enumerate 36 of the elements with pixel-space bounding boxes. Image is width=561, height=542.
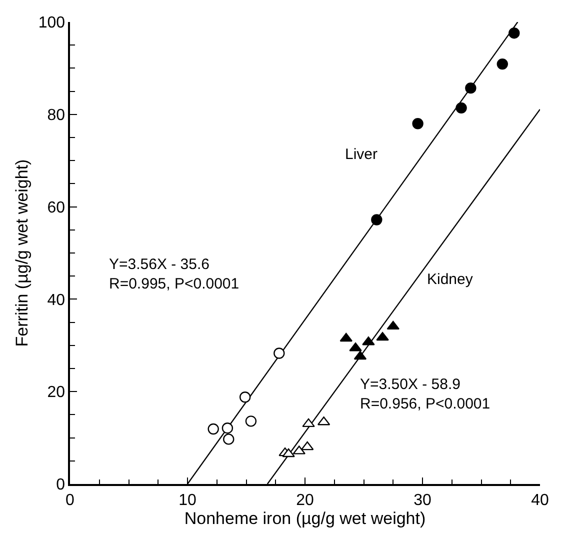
point xyxy=(354,350,367,360)
point xyxy=(245,416,257,427)
point xyxy=(223,434,234,445)
point xyxy=(376,332,389,341)
x-tick-label: 40 xyxy=(531,492,549,509)
point xyxy=(465,82,476,94)
y-tick-label: 80 xyxy=(47,107,66,124)
point xyxy=(302,418,315,428)
y-tick-label: 100 xyxy=(38,14,66,32)
annotation: Y=3.50X - 58.9 R=0.956, P<0.0001 xyxy=(360,376,490,412)
point xyxy=(317,416,330,426)
point xyxy=(412,118,424,130)
annotation: Kidney xyxy=(427,271,474,288)
point xyxy=(508,27,520,39)
x-tick-label: 20 xyxy=(296,492,314,509)
point xyxy=(386,320,400,330)
y-tick-label: 40 xyxy=(47,292,66,309)
point xyxy=(282,448,295,458)
point xyxy=(222,422,234,434)
point xyxy=(239,392,251,403)
y-axis-title: Ferritin (µg/g wet weight) xyxy=(12,159,32,347)
y-tick-label: 60 xyxy=(47,199,66,216)
x-tick-label: 10 xyxy=(178,492,196,509)
point xyxy=(300,441,314,450)
point xyxy=(496,58,508,70)
y-tick-label: 20 xyxy=(47,384,66,402)
annotation: Y=3.56X - 35.6 R=0.995, P<0.0001 xyxy=(109,256,240,292)
point xyxy=(274,348,285,359)
point xyxy=(456,102,467,114)
point xyxy=(371,214,382,226)
x-axis-title: Nonheme iron (µg/g wet weight) xyxy=(184,508,426,528)
x-tick-label: 30 xyxy=(414,492,432,509)
point xyxy=(340,332,352,342)
y-tick-label: 0 xyxy=(56,476,66,494)
point xyxy=(208,423,219,435)
annotation: Liver xyxy=(345,146,378,163)
